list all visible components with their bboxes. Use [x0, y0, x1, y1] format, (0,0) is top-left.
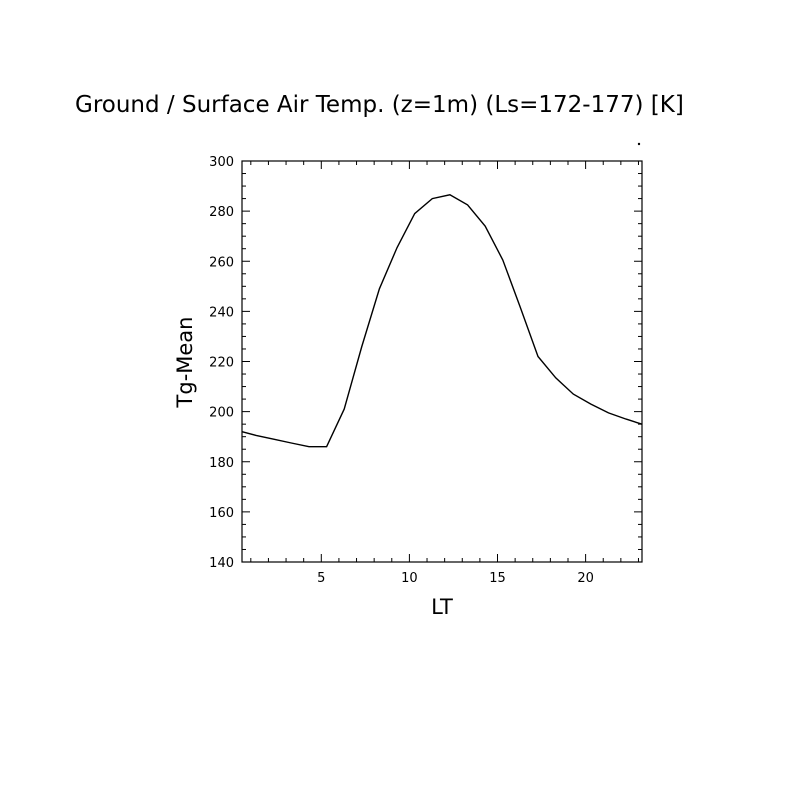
corner-dot	[637, 142, 641, 146]
y-tick-label: 300	[209, 155, 234, 170]
tick-labels: 140 160 180 200 220 240 260 280 300 5 10 15 20	[209, 155, 594, 586]
y-tick-label: 200	[209, 406, 234, 421]
y-tick-label: 160	[209, 506, 234, 521]
x-axis-label: LT	[431, 595, 453, 619]
y-tick-label: 220	[209, 356, 234, 371]
y-tick-label: 140	[209, 556, 234, 571]
x-tick-label: 15	[489, 571, 506, 586]
y-tick-label: 180	[209, 456, 234, 471]
chart-title: Ground / Surface Air Temp. (z=1m) (Ls=17…	[75, 92, 684, 118]
y-axis-label: Tg-Mean	[173, 317, 197, 409]
x-tick-label: 20	[577, 571, 594, 586]
x-tick-label: 10	[401, 571, 418, 586]
y-tick-label: 260	[209, 255, 234, 270]
y-tick-label: 280	[209, 205, 234, 220]
y-tick-label: 240	[209, 305, 234, 320]
axis-ticks	[242, 160, 642, 563]
x-tick-label: 5	[317, 571, 325, 586]
plot-frame	[241, 160, 643, 563]
series-line	[241, 194, 643, 448]
data-points	[241, 194, 643, 447]
